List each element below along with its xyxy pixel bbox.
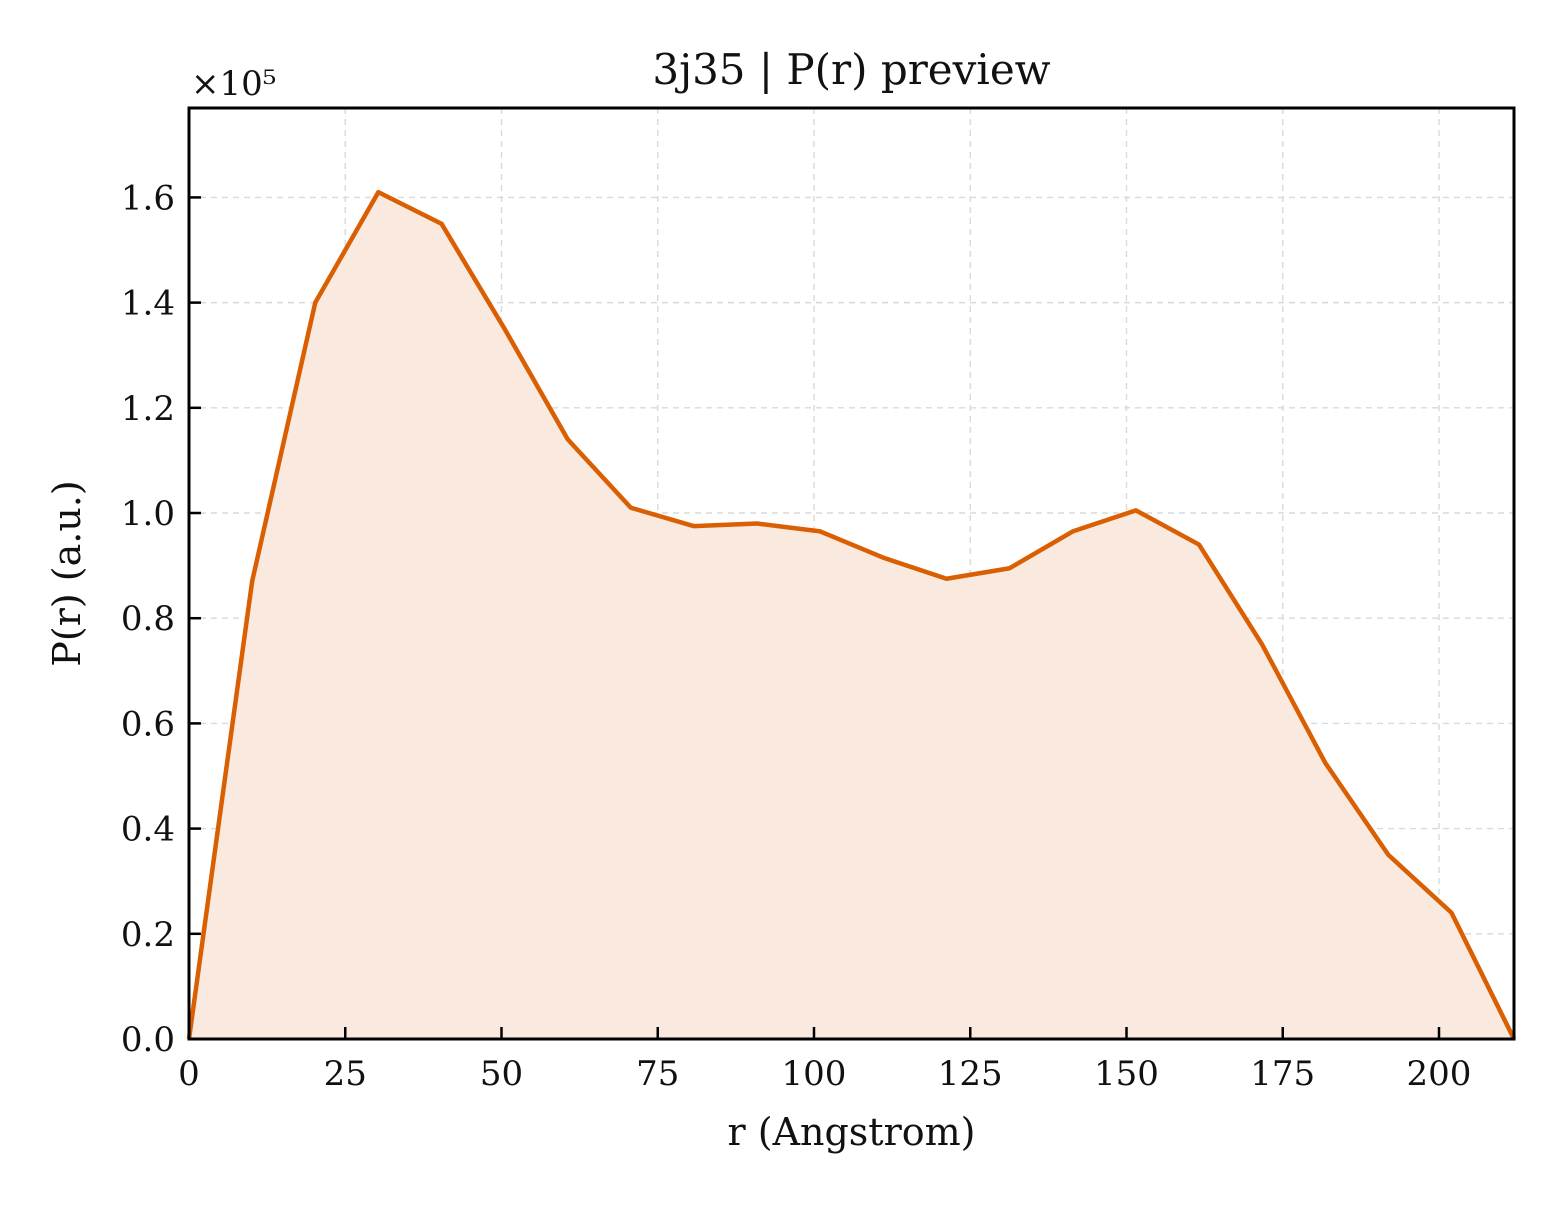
x-tick-label: 175 xyxy=(1250,1054,1315,1094)
chart-title: 3j35 | P(r) preview xyxy=(652,45,1050,94)
x-tick-label: 200 xyxy=(1407,1054,1472,1094)
y-tick-label: 0.0 xyxy=(121,1020,175,1060)
x-tick-label: 100 xyxy=(782,1054,847,1094)
y-tick-label: 1.0 xyxy=(121,494,175,534)
x-tick-label: 75 xyxy=(636,1054,679,1094)
plot-frame xyxy=(187,106,1516,1041)
y-tick-label: 0.2 xyxy=(121,915,175,955)
pr-line xyxy=(186,189,1517,1040)
axes: 0 25 50 75 100 125 150 175 200 0.0 0.2 0.4 0.6 0.8 1.0… xyxy=(121,178,1472,1094)
y-tick-label: 0.6 xyxy=(121,704,175,744)
plot-area xyxy=(186,189,1517,1040)
y-tick-label: 0.4 xyxy=(121,810,175,850)
y-tick-label: 1.6 xyxy=(121,178,175,218)
x-tick-label: 125 xyxy=(938,1054,1003,1094)
y-axis-offset-label: ×10⁵ xyxy=(191,64,276,104)
y-axis-label: P(r) (a.u.) xyxy=(45,480,89,666)
x-tick-label: 50 xyxy=(480,1054,523,1094)
x-tick-label: 25 xyxy=(324,1054,367,1094)
y-tick-label: 0.8 xyxy=(121,599,175,639)
x-tick-label: 0 xyxy=(178,1054,200,1094)
x-axis-label: r (Angstrom) xyxy=(728,1110,976,1154)
x-tick-label: 150 xyxy=(1094,1054,1159,1094)
y-tick-label: 1.4 xyxy=(121,284,175,324)
pr-area-fill xyxy=(189,192,1514,1039)
y-tick-label: 1.2 xyxy=(121,389,175,429)
